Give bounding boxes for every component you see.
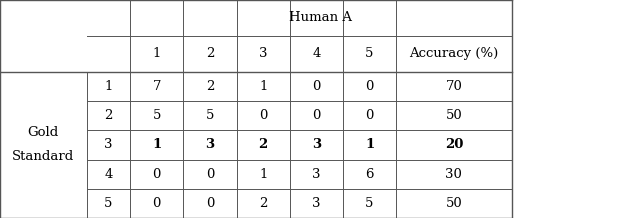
Text: 2: 2 [259,197,267,210]
Text: 3: 3 [205,138,215,152]
Text: 5: 5 [206,109,214,122]
Text: 30: 30 [445,168,462,181]
Text: 0: 0 [365,109,374,122]
Text: 2: 2 [104,109,113,122]
Text: Human A: Human A [289,12,353,24]
Text: 1: 1 [259,80,267,93]
Text: 3: 3 [104,138,113,152]
Text: 4: 4 [104,168,113,181]
Text: Standard: Standard [12,150,74,164]
Text: 70: 70 [445,80,462,93]
Text: 4: 4 [312,48,320,60]
Text: 3: 3 [312,197,320,210]
Text: 1: 1 [104,80,113,93]
Text: 0: 0 [312,109,320,122]
Text: 20: 20 [445,138,463,152]
Text: 1: 1 [259,168,267,181]
Text: 50: 50 [445,197,462,210]
Text: 1: 1 [153,48,161,60]
Text: 0: 0 [153,168,161,181]
Text: 5: 5 [365,197,374,210]
Text: 0: 0 [206,197,214,210]
Text: 0: 0 [153,197,161,210]
Text: Gold: Gold [28,126,59,140]
Text: Accuracy (%): Accuracy (%) [409,48,499,60]
Text: 0: 0 [259,109,267,122]
Text: 7: 7 [153,80,161,93]
Text: 2: 2 [258,138,268,152]
Text: 50: 50 [445,109,462,122]
Text: 0: 0 [206,168,214,181]
Text: 0: 0 [312,80,320,93]
Text: 1: 1 [152,138,162,152]
Text: 0: 0 [365,80,374,93]
Text: 3: 3 [259,48,267,60]
Text: 1: 1 [365,138,374,152]
Text: 3: 3 [312,138,321,152]
Text: 5: 5 [365,48,374,60]
Text: 2: 2 [206,80,214,93]
Text: 3: 3 [312,168,320,181]
Text: 5: 5 [153,109,161,122]
Text: 5: 5 [104,197,113,210]
Text: 6: 6 [365,168,374,181]
Text: 2: 2 [206,48,214,60]
